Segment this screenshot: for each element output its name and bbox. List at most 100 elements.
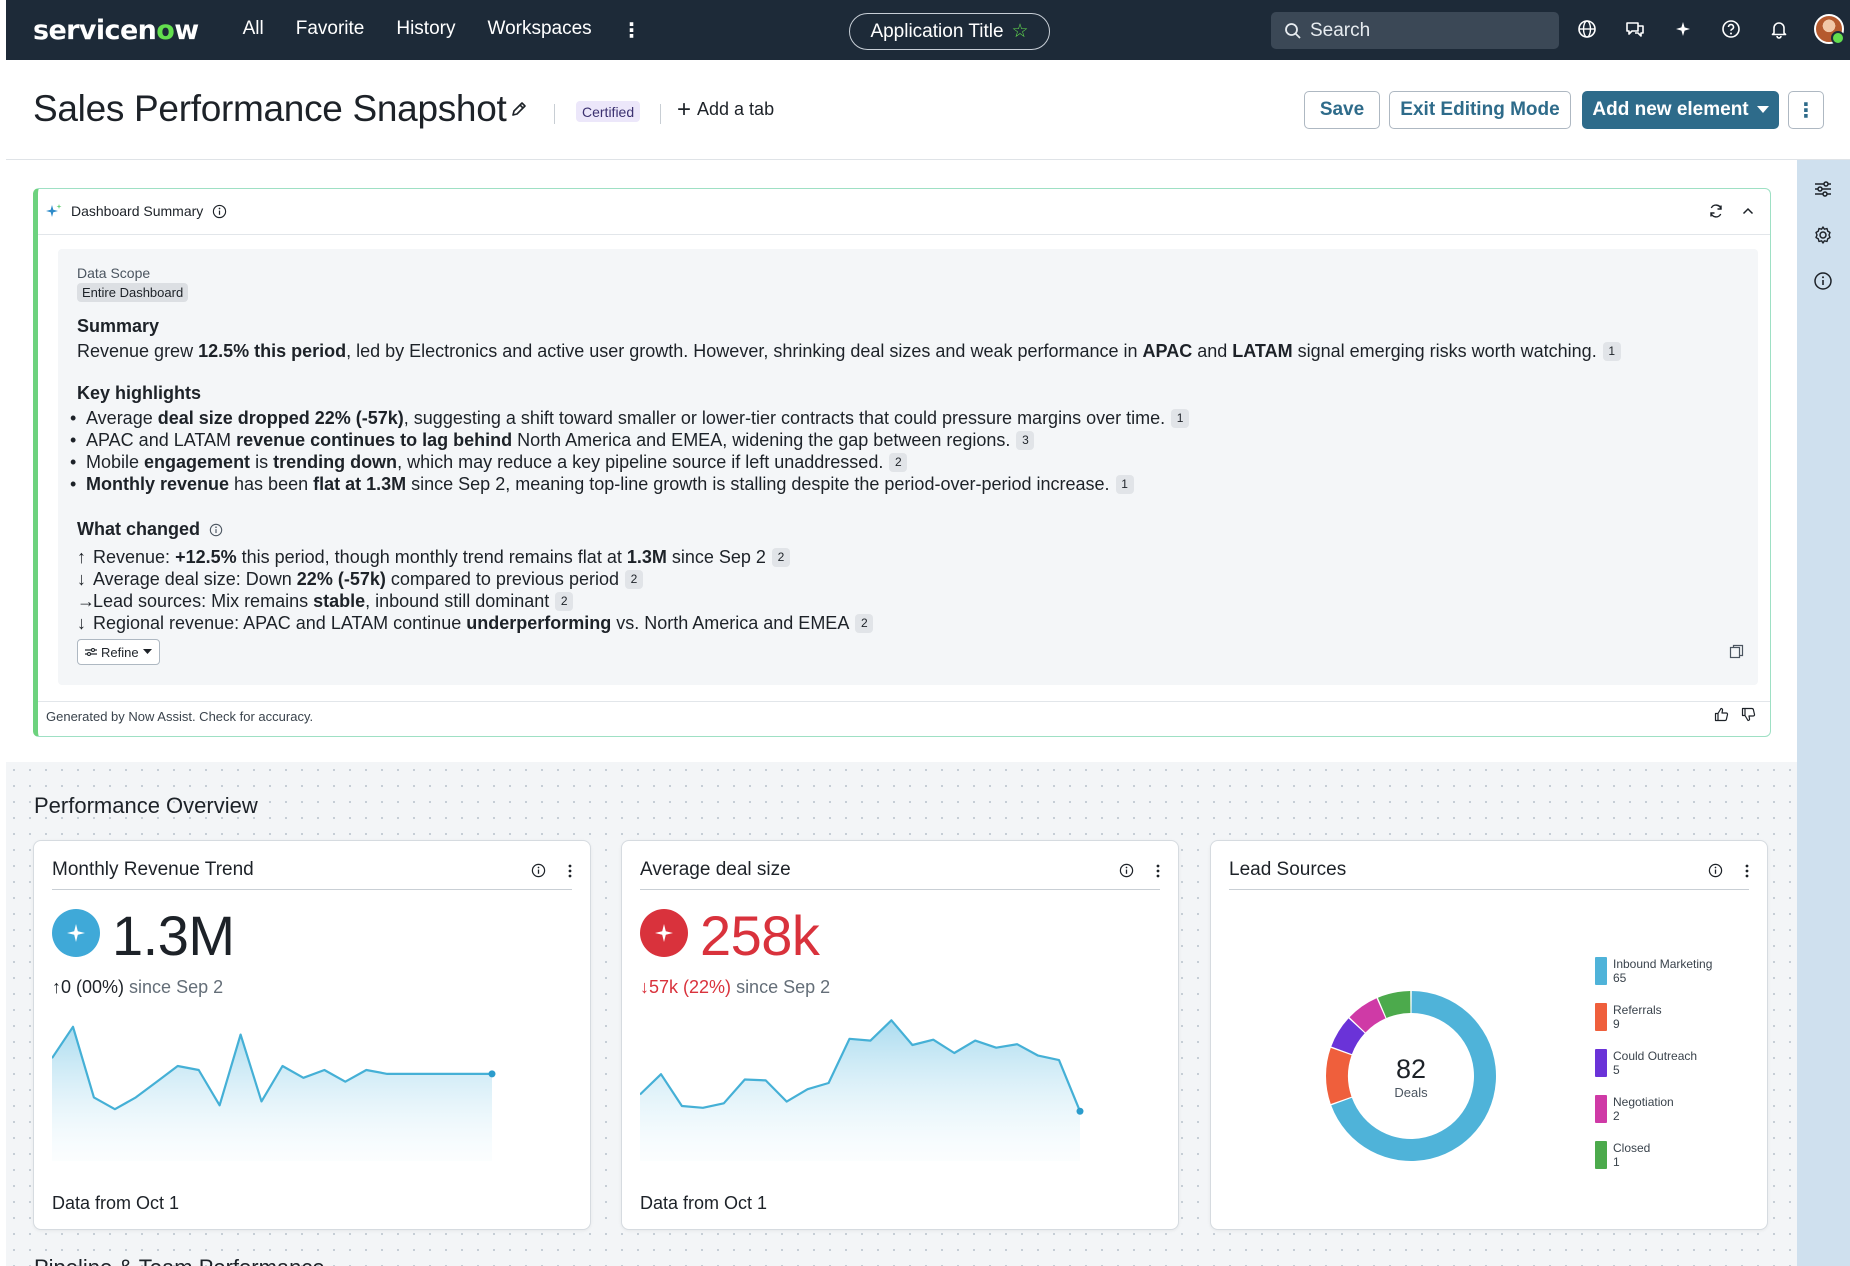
legend-label: Referrals [1613,1003,1662,1017]
nav-more-menu[interactable]: ⋮ [621,19,642,42]
sparkline-line [52,1025,492,1111]
application-title-pill[interactable]: Application Title ☆ [849,13,1050,50]
sparkle-icon [46,204,62,217]
change-item: ↑ Revenue: +12.5% this period, though mon… [77,547,790,568]
change-item: ↓ Regional revenue: APAC and LATAM contin… [77,613,874,634]
header-more-button[interactable]: ⋮ [1788,91,1824,129]
star-icon[interactable]: ☆ [1011,21,1029,42]
gear-icon[interactable] [1812,224,1834,246]
info-icon[interactable] [1812,270,1834,292]
page-title: Sales Performance Snapshot [33,88,507,129]
nav-item-history[interactable]: History [396,17,456,39]
thumbs-up-icon[interactable] [1714,707,1729,722]
kpi-card-average-deal-size[interactable]: Average deal size 258k ↓57k (22%) since … [621,840,1179,1230]
summary-content: Data Scope Entire Dashboard Summary Reve… [58,249,1758,685]
top-navigation-bar: servicenow All Favorite History Workspac… [6,0,1850,60]
more-vertical-icon[interactable] [568,864,572,878]
legend-item[interactable]: Referrals 9 [1595,1003,1662,1031]
sparkline-endpoint [1076,1107,1084,1115]
citation-badge[interactable]: 1 [1115,475,1134,494]
now-assist-disclaimer: Generated by Now Assist. Check for accur… [46,709,314,724]
more-vertical-icon[interactable] [1156,864,1160,878]
chevron-up-icon[interactable] [1740,203,1756,219]
legend-label: Could Outreach [1613,1049,1698,1063]
add-new-element-button[interactable]: Add new element [1582,91,1779,129]
citation-badge[interactable]: 2 [555,592,574,611]
kpi-footer: Data from Oct 1 [640,1193,768,1213]
legend-item[interactable]: Inbound Marketing 65 [1595,957,1712,985]
user-avatar[interactable] [1814,14,1845,45]
search-placeholder: Search [1310,19,1371,41]
citation-badge[interactable]: 2 [889,453,908,472]
pencil-icon[interactable] [509,99,529,124]
arrow-right-icon: → [77,591,95,611]
refresh-icon[interactable] [1708,203,1724,219]
deal-size-sparkline [640,1019,1084,1161]
highlight-item: Monthly revenue has been flat at 1.3M si… [70,474,1134,495]
exit-editing-mode-button[interactable]: Exit Editing Mode [1389,91,1571,129]
kpi-card-monthly-revenue[interactable]: Monthly Revenue Trend 1.3M ↑0 (00%) sinc… [33,840,591,1230]
copy-icon[interactable] [1729,644,1744,664]
dashboard-header: Sales Performance Snapshot Certified + A… [6,60,1850,160]
citation-badge[interactable]: 2 [771,548,790,567]
info-icon[interactable] [531,863,546,878]
summary-footer-divider [38,701,1770,702]
citation-badge[interactable]: 2 [624,570,643,589]
caret-down-icon [1756,106,1769,113]
citation-badge[interactable]: 2 [855,614,874,633]
chat-icon[interactable] [1622,16,1648,42]
refine-button[interactable]: Refine [77,639,160,665]
sparkle-icon [52,909,100,957]
certified-badge: Certified [576,101,641,122]
summary-header-title: Dashboard Summary [71,203,204,219]
help-icon[interactable] [1718,16,1744,42]
donut-total: 82 [1396,1054,1426,1084]
kpi-title: Monthly Revenue Trend [52,859,254,880]
data-scope-chip: Entire Dashboard [77,283,189,302]
more-vertical-icon[interactable] [1745,864,1749,878]
summary-header-divider [38,234,1770,235]
arrow-up-icon: ↑ [77,547,86,567]
globe-icon[interactable] [1574,16,1600,42]
nav-item-favorite[interactable]: Favorite [295,17,365,39]
sliders-icon [85,648,97,656]
legend-item[interactable]: Could Outreach 5 [1595,1049,1697,1077]
kpi-divider [1229,889,1749,890]
arrow-down-icon: ↓ [77,569,86,589]
legend-value: 2 [1613,1109,1620,1123]
save-button[interactable]: Save [1304,91,1380,129]
legend-value: 1 [1613,1155,1620,1169]
nav-item-all[interactable]: All [242,17,264,39]
summary-title: Summary [77,316,160,336]
sparkle-icon[interactable] [1670,16,1696,42]
global-search[interactable]: Search [1271,12,1559,49]
bell-icon[interactable] [1766,16,1792,42]
sparkline-area [52,1026,492,1161]
legend-label: Negotiation [1613,1095,1674,1109]
citation-badge[interactable]: 3 [1016,431,1035,450]
arrow-down-icon: ↓ [77,613,86,633]
citation-badge[interactable]: 1 [1602,342,1621,361]
thumbs-down-icon[interactable] [1741,707,1756,722]
sparkline-line [640,1019,1082,1112]
info-icon[interactable] [212,204,227,219]
info-icon[interactable] [1119,863,1134,878]
citation-badge[interactable]: 1 [1171,409,1190,428]
info-icon[interactable] [1708,863,1723,878]
change-item: ↓ Average deal size: Down 22% (-57k) comp… [77,569,643,590]
legend-swatch [1595,1141,1607,1169]
kpi-divider [52,889,572,890]
legend-item[interactable]: Negotiation 2 [1595,1095,1674,1123]
kpi-title: Average deal size [640,859,791,880]
nav-item-workspaces[interactable]: Workspaces [487,17,592,39]
kpi-value: 1.3M [112,904,235,967]
servicenow-logo[interactable]: servicenow [33,14,199,46]
legend-label: Closed [1613,1141,1651,1155]
donut-slice-referrals [1326,1047,1352,1104]
legend-item[interactable]: Closed 1 [1595,1141,1650,1169]
filter-sliders-icon[interactable] [1812,178,1834,200]
lead-sources-card[interactable]: Lead Sources 82 Deals Inbound Marketing 6… [1210,840,1768,1230]
info-icon[interactable] [209,523,223,537]
add-tab-button[interactable]: + Add a tab [677,97,774,121]
application-title: Application Title [870,20,1004,42]
